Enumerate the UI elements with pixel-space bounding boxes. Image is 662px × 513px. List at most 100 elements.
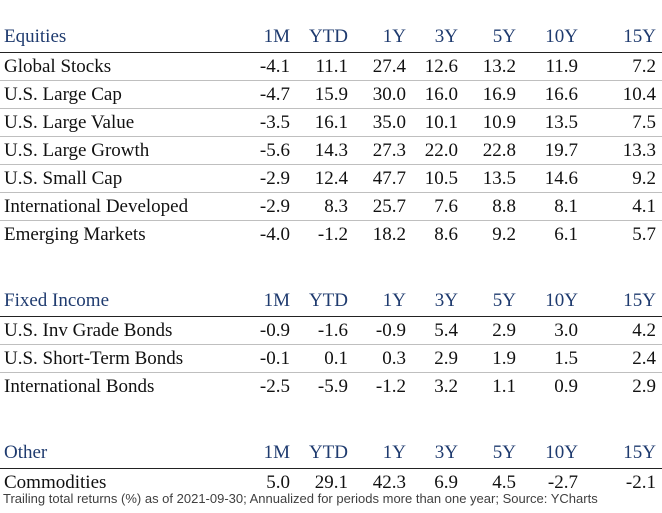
- table-row: U.S. Large Value -3.5 16.1 35.0 10.1 10.9 13.5…: [0, 108, 662, 137]
- column-header-10y: 10Y: [522, 428, 584, 469]
- return-value-1y: 27.3: [354, 136, 412, 165]
- asset-class-name: International Developed: [0, 192, 244, 221]
- table-row: U.S. Large Cap -4.7 15.9 30.0 16.0 16.9 16.6 10…: [0, 80, 662, 109]
- column-header-3y: 3Y: [412, 12, 464, 53]
- asset-class-name: U.S. Short-Term Bonds: [0, 344, 244, 373]
- return-value-5y: 1.1: [492, 375, 516, 397]
- return-value-ytd: 12.4: [296, 164, 354, 193]
- spacer-cell: [0, 248, 662, 276]
- return-value-3y: 12.6: [412, 52, 464, 81]
- footnote: Trailing total returns (%) as of 2021-09…: [3, 491, 598, 506]
- return-value-1y: 27.4: [354, 52, 412, 81]
- return-value-1y: 18.2: [372, 223, 406, 245]
- return-value-15y: 7.5: [584, 108, 662, 137]
- return-value-3y: 6.9: [434, 471, 458, 493]
- column-header-1m: 1M: [244, 12, 296, 53]
- column-header-15y: 15Y: [584, 12, 662, 53]
- return-value-15y: -2.1: [625, 471, 656, 493]
- return-value-1y: -0.9: [354, 316, 412, 345]
- spacer-cell: [0, 400, 662, 428]
- return-value-1y: 25.7: [354, 192, 412, 221]
- return-value-3y: 5.4: [412, 316, 464, 345]
- return-value-3y: 2.9: [412, 344, 464, 373]
- asset-class-name: Commodities: [4, 471, 107, 493]
- return-value-1y: -1.2: [375, 375, 406, 397]
- column-header-10y: 10Y: [522, 12, 584, 53]
- table-row: Commodities 5.0 29.1 42.3 6.9 4.5 -2.7 -2.1: [0, 469, 662, 497]
- section-header-fixed-income: Fixed Income 1M YTD 1Y 3Y 5Y 10Y 15Y: [0, 276, 662, 317]
- return-value-ytd: -1.2: [317, 223, 348, 245]
- asset-class-name: U.S. Small Cap: [0, 164, 244, 193]
- return-value-3y: 16.0: [412, 80, 464, 109]
- return-value-3y: 22.0: [412, 136, 464, 165]
- table-row: U.S. Large Growth -5.6 14.3 27.3 22.0 22.8 19.…: [0, 136, 662, 165]
- returns-table-body: Equities 1M YTD 1Y 3Y 5Y 10Y 15Y Global Stocks -4…: [0, 12, 662, 496]
- section-spacer: [0, 400, 662, 428]
- column-header-ytd: YTD: [296, 12, 354, 53]
- return-value-1m: -2.9: [244, 164, 296, 193]
- section-header-equities: Equities 1M YTD 1Y 3Y 5Y 10Y 15Y: [0, 12, 662, 53]
- return-value-5y: 1.9: [464, 344, 522, 373]
- return-value-1m: -0.1: [244, 344, 296, 373]
- return-value-10y: 11.9: [522, 52, 584, 81]
- column-header-1y: 1Y: [354, 428, 412, 469]
- return-value-5y: 13.2: [464, 52, 522, 81]
- return-value-1y: 42.3: [372, 471, 406, 493]
- return-value-5y: 16.9: [464, 80, 522, 109]
- return-value-10y: -2.7: [547, 471, 578, 493]
- asset-class-name: U.S. Large Growth: [0, 136, 244, 165]
- column-header-3y: 3Y: [412, 428, 464, 469]
- return-value-5y: 13.5: [464, 164, 522, 193]
- table-row: U.S. Short-Term Bonds -0.1 0.1 0.3 2.9 1.9 1.5…: [0, 344, 662, 373]
- column-header-5y: 5Y: [464, 428, 522, 469]
- table-row: Emerging Markets -4.0 -1.2 18.2 8.6 9.2 6.1 5.7: [0, 221, 662, 249]
- return-value-ytd: -1.6: [296, 316, 354, 345]
- asset-class-name: Global Stocks: [0, 52, 244, 81]
- section-title: Equities: [0, 12, 244, 53]
- return-value-3y: 8.6: [434, 223, 458, 245]
- return-value-5y: 8.8: [464, 192, 522, 221]
- return-value-15y: 4.2: [584, 316, 662, 345]
- return-value-ytd: -5.9: [317, 375, 348, 397]
- return-value-ytd: 11.1: [296, 52, 354, 81]
- column-header-10y: 10Y: [522, 276, 584, 317]
- return-value-1m: -0.9: [244, 316, 296, 345]
- return-value-15y: 10.4: [584, 80, 662, 109]
- return-value-1y: 0.3: [354, 344, 412, 373]
- column-header-5y: 5Y: [464, 12, 522, 53]
- return-value-ytd: 8.3: [296, 192, 354, 221]
- return-value-1m: -3.5: [244, 108, 296, 137]
- return-value-10y: 19.7: [522, 136, 584, 165]
- return-value-15y: 7.2: [584, 52, 662, 81]
- return-value-ytd: 0.1: [296, 344, 354, 373]
- return-value-ytd: 15.9: [296, 80, 354, 109]
- return-value-1y: 35.0: [354, 108, 412, 137]
- return-value-1m: -4.1: [244, 52, 296, 81]
- return-value-10y: 1.5: [522, 344, 584, 373]
- table-row: International Developed -2.9 8.3 25.7 7.6 8.8…: [0, 192, 662, 221]
- return-value-10y: 0.9: [554, 375, 578, 397]
- return-value-5y: 22.8: [464, 136, 522, 165]
- return-value-3y: 10.1: [412, 108, 464, 137]
- return-value-10y: 6.1: [554, 223, 578, 245]
- return-value-5y: 9.2: [492, 223, 516, 245]
- column-header-ytd: YTD: [296, 276, 354, 317]
- return-value-3y: 7.6: [412, 192, 464, 221]
- section-title: Other: [0, 428, 244, 469]
- return-value-1y: 30.0: [354, 80, 412, 109]
- returns-table-container: Equities 1M YTD 1Y 3Y 5Y 10Y 15Y Global Stocks -4…: [0, 12, 662, 496]
- return-value-10y: 8.1: [522, 192, 584, 221]
- return-value-5y: 10.9: [464, 108, 522, 137]
- section-title: Fixed Income: [0, 276, 244, 317]
- table-row: U.S. Inv Grade Bonds -0.9 -1.6 -0.9 5.4 2.9 3.…: [0, 316, 662, 345]
- section-header-other: Other 1M YTD 1Y 3Y 5Y 10Y 15Y: [0, 428, 662, 469]
- return-value-ytd: 16.1: [296, 108, 354, 137]
- column-header-1m: 1M: [244, 428, 296, 469]
- column-header-5y: 5Y: [464, 276, 522, 317]
- returns-table: Equities 1M YTD 1Y 3Y 5Y 10Y 15Y Global Stocks -4…: [0, 12, 662, 496]
- asset-class-name: Emerging Markets: [4, 223, 146, 245]
- table-row: U.S. Small Cap -2.9 12.4 47.7 10.5 13.5 14.6 9.…: [0, 164, 662, 193]
- return-value-10y: 13.5: [522, 108, 584, 137]
- column-header-1m: 1M: [244, 276, 296, 317]
- return-value-3y: 10.5: [412, 164, 464, 193]
